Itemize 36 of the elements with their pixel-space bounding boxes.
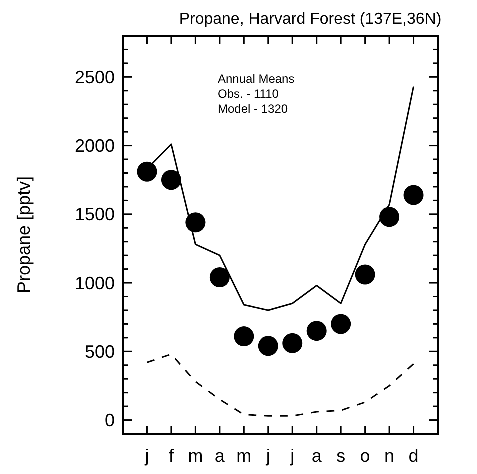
point	[137, 162, 158, 182]
point	[404, 185, 424, 206]
annotation: Annual Means	[218, 72, 295, 86]
y-axis-title: Propane [pptv]	[14, 176, 34, 294]
point	[331, 314, 352, 334]
y-tick-label: 1000	[74, 273, 115, 294]
x-tick-label: s	[336, 446, 346, 466]
x-tick-label: d	[408, 446, 419, 466]
point	[161, 170, 182, 190]
point	[306, 321, 327, 342]
y-tick-label: 1500	[74, 204, 115, 225]
x-tick-label: o	[360, 446, 370, 466]
chart-title: Propane, Harvard Forest (137E,36N)	[179, 11, 442, 28]
x-tick-label: f	[168, 446, 175, 466]
x-tick-label: j	[290, 446, 295, 466]
x-tick-label: n	[384, 446, 395, 466]
point	[186, 212, 206, 233]
annotation: Model - 1320	[218, 102, 288, 116]
x-tick-label: j	[265, 446, 270, 466]
point	[282, 333, 303, 354]
point	[258, 336, 278, 356]
x-tick-label: j	[144, 446, 150, 466]
x-tick-label: m	[188, 446, 204, 466]
x-tick-label: a	[312, 446, 323, 466]
y-tick-label: 500	[84, 342, 115, 362]
x-tick-label: a	[214, 446, 226, 466]
point	[234, 326, 254, 347]
y-tick-label: 0	[104, 410, 115, 431]
point	[210, 268, 230, 288]
point	[380, 207, 400, 228]
annotation: Obs. - 1110	[218, 87, 280, 101]
point	[355, 264, 376, 285]
y-tick-label: 2000	[74, 136, 115, 156]
x-tick-label: m	[236, 446, 252, 466]
line-series	[146, 354, 415, 417]
y-tick-label: 2500	[74, 67, 115, 88]
